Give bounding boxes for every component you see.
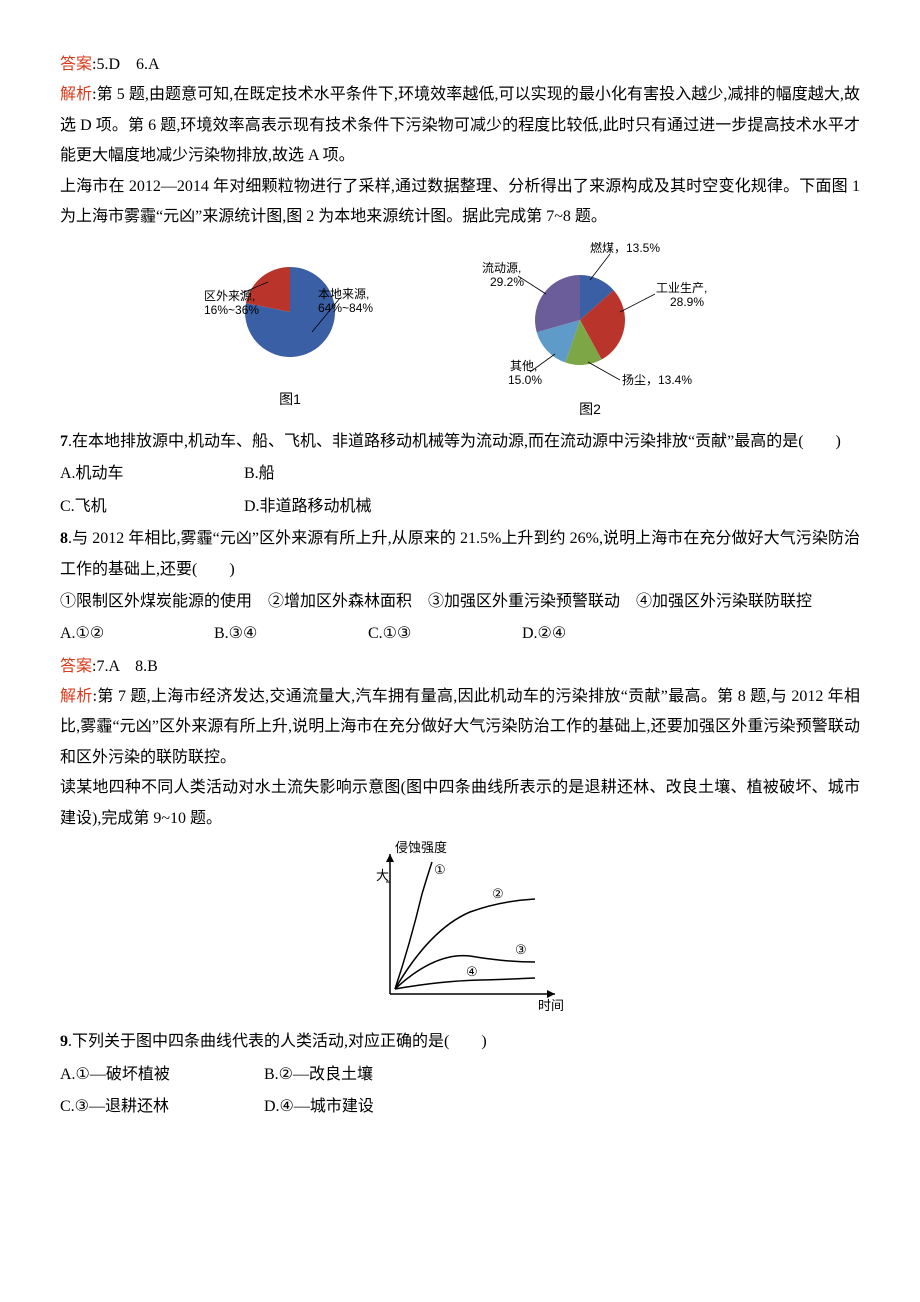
q8-stem: .与 2012 年相比,雾霾“元凶”区外来源有所上升,从原来的 21.5%上升到… <box>60 530 860 577</box>
q9-num: 9 <box>60 1033 68 1050</box>
fig2-l5b: 29.2% <box>490 275 524 289</box>
q7: 7.在本地排放源中,机动车、船、飞机、非道路移动机械等为流动源,而在流动源中污染… <box>60 427 860 457</box>
fig2-l2b: 28.9% <box>670 295 704 309</box>
answer-7-8-text: :7.A 8.B <box>92 658 158 675</box>
intro-9-10: 读某地四种不同人类活动对水土流失影响示意图(图中四条曲线所表示的是退耕还林、改良… <box>60 773 860 834</box>
fig3-c1: ① <box>434 862 446 877</box>
fig3-c3: ③ <box>515 942 527 957</box>
q7-opt-c: C.飞机 <box>60 492 240 522</box>
answer-label-2: 答案 <box>60 658 92 675</box>
explain-5-6: 解析:第 5 题,由题意可知,在既定技术水平条件下,环境效率越低,可以实现的最小… <box>60 80 860 171</box>
fig2-l5: 流动源, <box>482 261 521 275</box>
explain-label-2: 解析 <box>60 688 93 705</box>
figure-1: 区外来源, 16%~36% 本地来源, 64%~84% 图1 <box>200 242 380 423</box>
q9-opts-row1: A.①—破坏植被 B.②—改良土壤 <box>60 1060 860 1090</box>
intro-7-8: 上海市在 2012—2014 年对细颗粒物进行了采样,通过数据整理、分析得出了来… <box>60 172 860 233</box>
fig3-c2: ② <box>492 886 504 901</box>
q9-opt-b: B.②—改良土壤 <box>264 1066 373 1083</box>
figure-row-1: 区外来源, 16%~36% 本地来源, 64%~84% 图1 <box>60 242 860 423</box>
q7-opt-d: D.非道路移动机械 <box>244 498 372 515</box>
fig2-l4: 其他, <box>510 359 537 373</box>
q8-opt-c: C.①③ <box>368 619 518 649</box>
explain-5-6-text: :第 5 题,由题意可知,在既定技术水平条件下,环境效率越低,可以实现的最小化有… <box>60 86 860 164</box>
answer-7-8: 答案:7.A 8.B <box>60 652 860 682</box>
fig2-l3: 扬尘，13.4% <box>622 372 692 387</box>
fig1-slice1-label: 区外来源, <box>204 289 255 303</box>
q8: 8.与 2012 年相比,雾霾“元凶”区外来源有所上升,从原来的 21.5%上升… <box>60 524 860 585</box>
q9: 9.下列关于图中四条曲线代表的人类活动,对应正确的是( ) <box>60 1027 860 1057</box>
explain-label: 解析 <box>60 86 92 103</box>
q8-opts: A.①② B.③④ C.①③ D.②④ <box>60 619 860 649</box>
q7-opts-row1: A.机动车 B.船 <box>60 459 860 489</box>
fig1-slice2-label: 本地来源, <box>318 287 369 301</box>
q9-stem: .下列关于图中四条曲线代表的人类活动,对应正确的是( ) <box>68 1033 487 1050</box>
q7-opt-a: A.机动车 <box>60 459 240 489</box>
figure-1-label: 图1 <box>279 386 301 413</box>
figure-2-label: 图2 <box>579 396 601 423</box>
fig2-l4b: 15.0% <box>508 373 542 387</box>
q8-opt-b: B.③④ <box>214 619 364 649</box>
fig3-c4: ④ <box>466 964 478 979</box>
fig3-ymark: 大 <box>376 868 389 883</box>
q7-opts-row2: C.飞机 D.非道路移动机械 <box>60 492 860 522</box>
explain-7-8-text: :第 7 题,上海市经济发达,交通流量大,汽车拥有量高,因此机动车的污染排放“贡… <box>60 688 860 766</box>
q8-items: ①限制区外煤炭能源的使用 ②增加区外森林面积 ③加强区外重污染预警联动 ④加强区… <box>60 587 860 617</box>
q9-opts-row2: C.③—退耕还林 D.④—城市建设 <box>60 1092 860 1122</box>
fig1-slice2-sub: 64%~84% <box>318 301 373 315</box>
answer-5-6-text: :5.D 6.A <box>92 56 160 73</box>
q7-opt-b: B.船 <box>244 465 275 482</box>
fig2-l2: 工业生产, <box>656 281 707 295</box>
fig2-l1: 燃煤，13.5% <box>590 242 660 255</box>
q9-opt-c: C.③—退耕还林 <box>60 1092 260 1122</box>
q8-opt-a: A.①② <box>60 619 210 649</box>
answer-label: 答案 <box>60 56 92 73</box>
fig1-slice1-sub: 16%~36% <box>204 303 259 317</box>
figure-2: 燃煤，13.5% 工业生产, 28.9% 扬尘，13.4% 其他, 15.0% … <box>460 242 720 423</box>
q8-opt-d: D.②④ <box>522 619 672 649</box>
figure-3: 侵蚀强度 大 时间 ① ② ③ ④ <box>60 834 860 1025</box>
fig3-ylabel: 侵蚀强度 <box>395 840 447 855</box>
q7-stem: .在本地排放源中,机动车、船、飞机、非道路移动机械等为流动源,而在流动源中污染排… <box>68 433 841 450</box>
q9-opt-d: D.④—城市建设 <box>264 1098 374 1115</box>
q8-num: 8 <box>60 530 68 547</box>
q7-num: 7 <box>60 433 68 450</box>
answer-5-6: 答案:5.D 6.A <box>60 50 860 80</box>
q9-opt-a: A.①—破坏植被 <box>60 1060 260 1090</box>
fig3-xlabel: 时间 <box>538 998 564 1013</box>
explain-7-8: 解析:第 7 题,上海市经济发达,交通流量大,汽车拥有量高,因此机动车的污染排放… <box>60 682 860 773</box>
